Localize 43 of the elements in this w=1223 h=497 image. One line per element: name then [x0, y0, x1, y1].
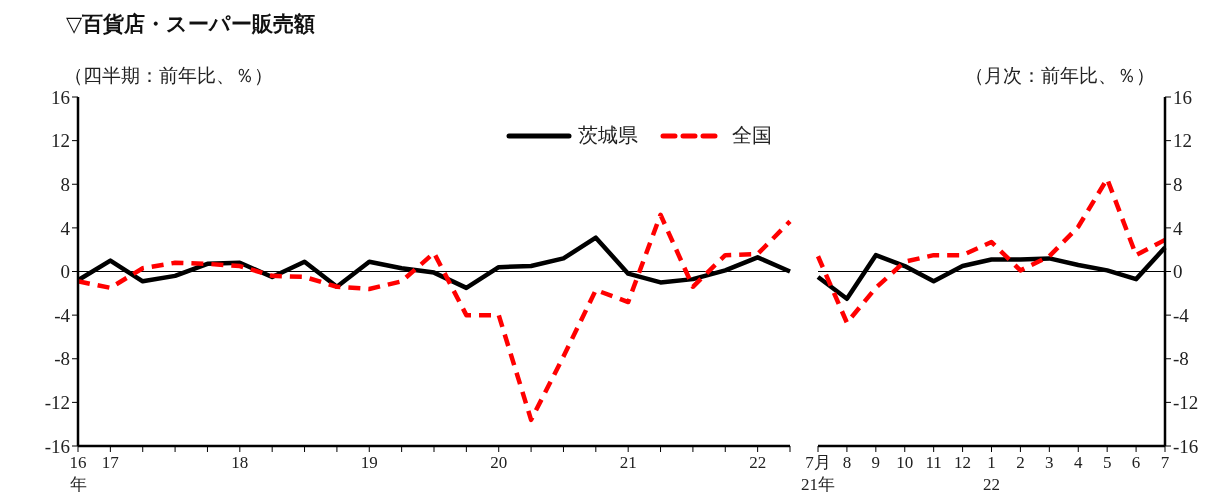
y-tick-label: -8	[54, 348, 70, 370]
y2-axis-title: （月次：前年比、％）	[965, 63, 1155, 88]
x-tick-label: 1 22	[983, 453, 1000, 494]
x-tick-label: 19	[360, 453, 378, 472]
x-tick-label: 17	[101, 453, 120, 472]
y2-tick-label: 16	[1173, 86, 1192, 108]
x-tick-label: 16 年	[69, 453, 87, 494]
x-tick-label: 8	[842, 453, 852, 472]
chart-title: ▽百貨店・スーパー販売額	[66, 11, 316, 38]
x-tick-label: 20	[490, 453, 508, 472]
x-tick-label: 3	[1045, 453, 1054, 472]
x-tick-label: 6	[1131, 453, 1141, 472]
y2-tick-label: -8	[1173, 348, 1189, 370]
x-tick-label: 10	[896, 453, 914, 472]
y-tick-label: 12	[51, 130, 70, 152]
y-tick-label: -4	[54, 304, 71, 326]
legend-label: 全国	[732, 122, 772, 149]
x-tick-label: 5	[1102, 453, 1112, 472]
y2-tick-label: 8	[1173, 173, 1183, 195]
y2-tick-label: -16	[1173, 435, 1199, 457]
x-tick-label: 12	[954, 453, 972, 472]
x-tick-label: 9	[871, 453, 881, 472]
x-tick-label: 4	[1074, 453, 1083, 472]
y-tick-label: 8	[60, 173, 70, 195]
y-tick-label: 0	[60, 261, 70, 283]
x-tick-label: 18	[231, 453, 249, 472]
y2-tick-label: -12	[1173, 392, 1199, 414]
x-tick-label: 11	[925, 453, 942, 472]
legend-label: 茨城県	[578, 122, 638, 149]
y2-tick-label: -4	[1173, 304, 1190, 326]
x-tick-label: 7月 21年	[801, 453, 835, 494]
y2-tick-label: 4	[1173, 217, 1183, 239]
y-tick-label: 4	[60, 217, 71, 239]
y-axis-title: （四半期：前年比、％）	[64, 64, 273, 86]
x-tick-label: 2	[1016, 453, 1025, 472]
y2-tick-label: 12	[1173, 130, 1192, 152]
x-tick-label: 7	[1160, 453, 1170, 472]
y-tick-label: -16	[44, 435, 70, 457]
y-tick-label: 16	[51, 86, 70, 108]
x-tick-label: 21	[619, 453, 637, 472]
x-tick-label: 22	[749, 453, 767, 472]
y2-tick-label: 0	[1173, 261, 1183, 283]
y-tick-label: -12	[44, 392, 70, 414]
